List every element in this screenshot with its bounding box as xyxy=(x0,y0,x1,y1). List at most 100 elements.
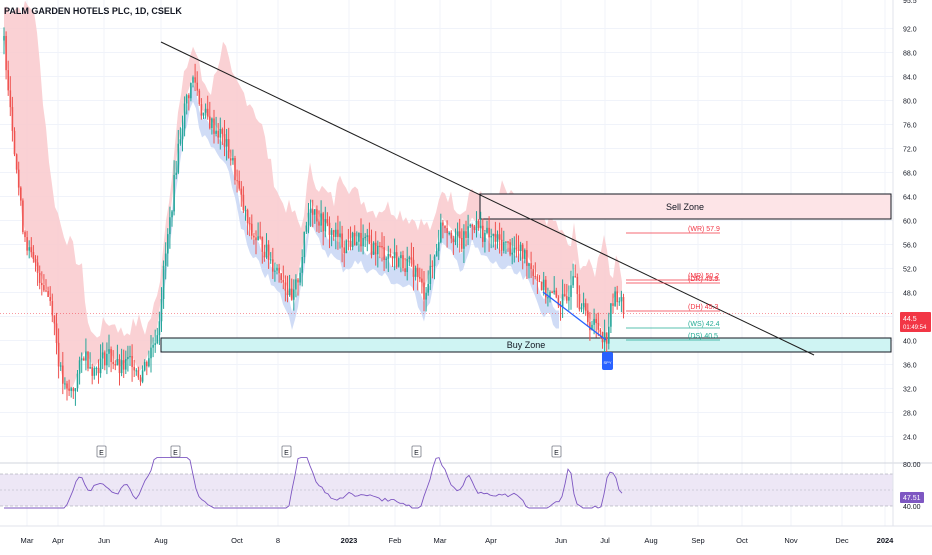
earnings-marker[interactable] xyxy=(281,445,292,458)
candle-body xyxy=(194,77,196,83)
rsi-label-tag[interactable] xyxy=(900,492,924,503)
candle-body xyxy=(104,352,106,366)
candle-body xyxy=(385,258,387,260)
price-label-tag[interactable] xyxy=(900,312,931,332)
candle-body xyxy=(288,288,291,296)
candle-body xyxy=(479,225,482,229)
candle-body xyxy=(458,231,461,239)
candle-body xyxy=(622,297,625,314)
candle-body xyxy=(45,290,47,292)
earnings-marker[interactable] xyxy=(96,445,107,458)
candle-body xyxy=(381,246,383,248)
candle-body xyxy=(475,221,478,231)
candle-body xyxy=(68,388,70,391)
earnings-marker[interactable] xyxy=(551,445,562,458)
candle-body xyxy=(467,226,469,238)
candle-body xyxy=(492,233,495,236)
candle-body xyxy=(223,133,226,147)
candle-body xyxy=(202,112,205,116)
candle-body xyxy=(362,238,364,247)
candle-body xyxy=(51,301,54,316)
candle-body xyxy=(616,291,618,303)
candle-body xyxy=(345,240,348,254)
candle-body xyxy=(238,180,240,189)
candle-body xyxy=(148,358,150,367)
candle-body xyxy=(584,303,587,311)
candle-body xyxy=(280,273,282,280)
candle-body xyxy=(572,276,574,286)
candle-body xyxy=(303,231,306,258)
candle-body xyxy=(555,290,558,298)
candle-body xyxy=(158,321,161,336)
earnings-marker[interactable] xyxy=(170,445,181,458)
candle-body xyxy=(320,213,322,226)
price-tick: 95.5 xyxy=(903,0,917,5)
candle-body xyxy=(545,279,547,298)
candle-body xyxy=(456,231,459,237)
earnings-marker-label: E xyxy=(414,450,419,457)
candle-body xyxy=(433,256,436,266)
candle-body xyxy=(332,230,335,237)
candle-body xyxy=(112,362,114,364)
candle-body xyxy=(276,267,278,271)
candle-body xyxy=(549,292,551,298)
candle-body xyxy=(593,318,595,325)
candle-body xyxy=(240,188,243,195)
candle-body xyxy=(70,388,72,391)
candle-body xyxy=(431,265,434,267)
candle-body xyxy=(349,240,352,247)
candle-body xyxy=(41,282,43,286)
time-tick: Mar xyxy=(434,536,447,545)
candle-body xyxy=(227,139,230,159)
candle-body xyxy=(164,253,167,266)
candle-body xyxy=(150,347,152,359)
candles-layer xyxy=(3,27,625,406)
candle-body xyxy=(225,139,228,147)
candle-body xyxy=(591,324,593,331)
candle-body xyxy=(114,363,117,366)
candle-body xyxy=(139,377,142,382)
candle-body xyxy=(263,251,266,258)
candle-body xyxy=(20,187,22,201)
candle-body xyxy=(242,194,245,211)
candle-body xyxy=(274,270,276,272)
candle-body xyxy=(595,318,597,324)
candle-body xyxy=(173,175,175,212)
candle-body xyxy=(530,263,532,270)
candle-body xyxy=(246,210,249,224)
candle-body xyxy=(326,219,329,223)
wedge-line[interactable] xyxy=(542,291,607,341)
drawings-layer[interactable]: SPY xyxy=(0,41,893,370)
candle-body xyxy=(513,247,516,253)
candle-body xyxy=(108,349,110,354)
candle-body xyxy=(473,226,476,231)
candle-body xyxy=(169,217,171,235)
candle-body xyxy=(471,224,474,227)
candle-body xyxy=(307,212,310,226)
candle-body xyxy=(465,231,467,238)
candle-body xyxy=(64,383,66,385)
candle-body xyxy=(78,360,81,374)
candle-body xyxy=(568,296,570,301)
price-tick: 84.0 xyxy=(903,75,917,82)
time-tick: Oct xyxy=(736,536,749,545)
earnings-marker[interactable] xyxy=(411,445,422,458)
earnings-marker-label: E xyxy=(284,450,289,457)
candle-body xyxy=(372,242,375,255)
candle-body xyxy=(351,232,354,247)
time-tick: Feb xyxy=(389,536,402,545)
signal-badge[interactable] xyxy=(602,352,613,370)
candle-body xyxy=(580,307,583,310)
time-tick: 2023 xyxy=(341,536,358,545)
candle-body xyxy=(370,243,373,255)
candle-body xyxy=(505,241,507,243)
descending-trendline[interactable] xyxy=(160,41,815,356)
candle-body xyxy=(234,158,236,181)
sell-zone-box[interactable] xyxy=(479,193,892,220)
buy-zone-box[interactable] xyxy=(160,337,892,353)
time-tick: Oct xyxy=(231,536,244,545)
candle-body xyxy=(553,290,555,293)
pivot-label: (WS) 42.4 xyxy=(688,321,720,328)
